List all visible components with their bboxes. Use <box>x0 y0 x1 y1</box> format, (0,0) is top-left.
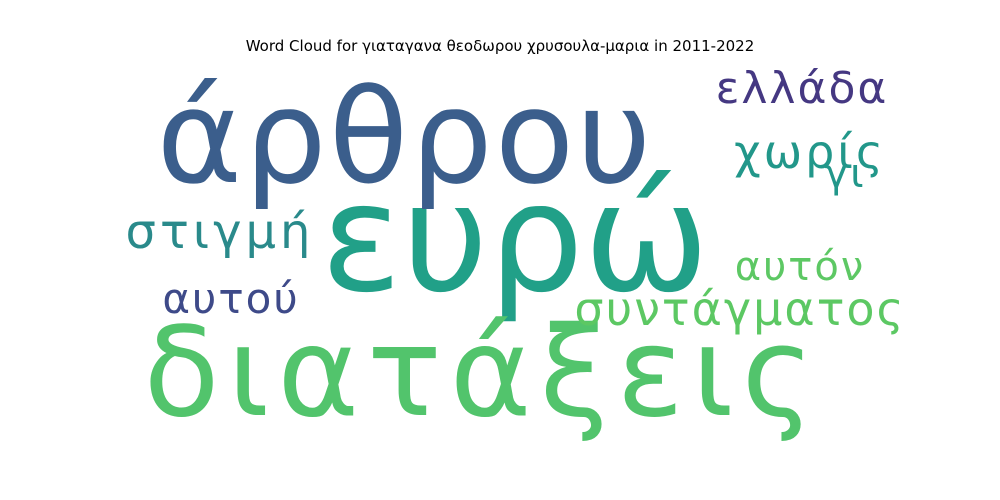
word-cloud-word: αυτόν <box>735 244 865 290</box>
word-cloud-word: ελλάδα <box>716 63 889 114</box>
word-cloud-word: γι <box>824 151 865 197</box>
word-cloud-word: χωρίς <box>734 125 886 179</box>
chart-title: Word Cloud for γιαταγανα θεοδωρου χρυσου… <box>245 37 755 55</box>
word-cloud-word: διατάξεις <box>144 301 823 445</box>
word-cloud-word: συντάγματος <box>574 282 905 336</box>
word-cloud-word: ευρώ <box>321 152 710 326</box>
word-cloud-word: αυτού <box>162 274 299 323</box>
word-cloud-word: στιγμή <box>126 204 315 260</box>
word-cloud-word: άρθρου <box>156 61 653 213</box>
